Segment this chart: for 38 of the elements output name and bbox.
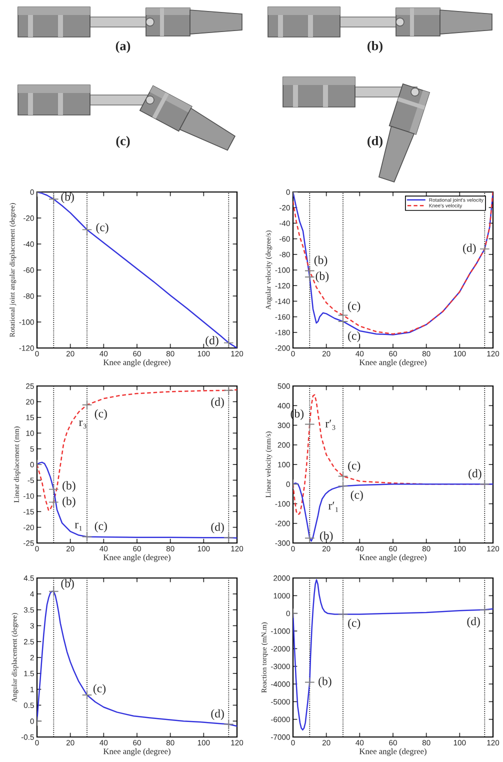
x-axis-title: Knee angle (degree) <box>359 359 426 367</box>
annotation: (b) <box>62 496 76 508</box>
annotation: (b) <box>316 272 329 282</box>
annotation: (c) <box>348 618 360 630</box>
annotation: (d) <box>211 709 224 720</box>
annotation: (d) <box>206 336 218 347</box>
annotation: (d) <box>463 244 476 254</box>
annotation: r′₁ <box>328 502 338 512</box>
annotation: r′₃ <box>325 420 336 430</box>
x-axis-title: Knee angle (degree) <box>103 359 170 367</box>
annotation: (c) <box>350 490 363 502</box>
annotation: (b) <box>61 579 74 590</box>
annotation: (b) <box>61 192 74 204</box>
annotation: (c) <box>348 302 360 312</box>
annotation: (d) <box>468 469 482 480</box>
annotation: (c) <box>96 222 108 234</box>
annotation: (c) <box>348 461 360 472</box>
annotation: (b) <box>320 531 333 542</box>
annotation: (d) <box>211 522 224 534</box>
annotation: (c) <box>94 522 107 532</box>
text: (d) <box>368 136 382 148</box>
annotation: (d) <box>467 616 480 628</box>
annotation: (c) <box>348 331 360 342</box>
x-axis-title: Knee angle (degree) <box>359 554 426 562</box>
annotation: (c) <box>94 409 107 420</box>
annotation: (d) <box>211 398 224 408</box>
annotation: r₁ <box>74 522 82 531</box>
x-axis-title: Knee angle (degree) <box>103 748 170 756</box>
x-axis-title: Knee angle (degree) <box>103 554 170 562</box>
annotation: (b) <box>62 481 76 492</box>
text: (c) <box>116 136 130 148</box>
annotation: (b) <box>314 256 328 266</box>
x-axis-title: Knee angle (degree) <box>359 748 426 756</box>
text: (a) <box>116 41 130 53</box>
annotation: (b) <box>318 676 332 688</box>
annotation: (c) <box>93 684 106 695</box>
text: (b) <box>368 41 382 53</box>
annotation: r₃ <box>79 420 86 428</box>
